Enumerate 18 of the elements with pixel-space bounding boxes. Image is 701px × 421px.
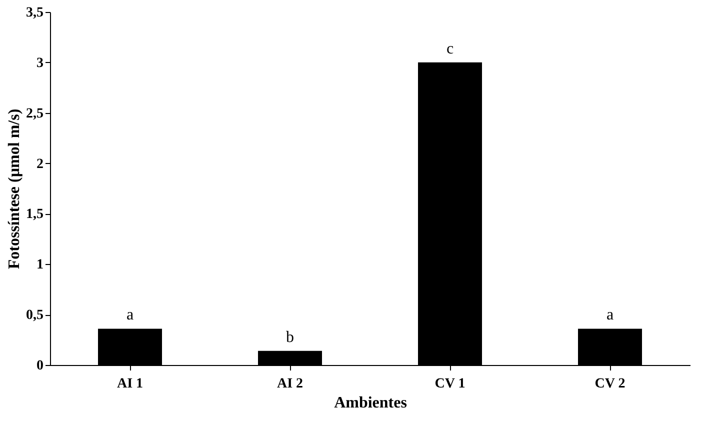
annotation: c [446,40,454,58]
y-tick-label: 2,5 [26,106,44,122]
y-tick-label: 3,5 [26,6,44,20]
x-tick-label: AI 2 [276,376,304,392]
annotation: b [286,328,294,346]
annotation: a [606,306,614,324]
annotation: a [126,306,134,324]
y-axis-title: Fotossíntese (µmol m/s) [6,108,23,270]
y-tick-label: 0 [36,358,44,374]
y-tick-label: 1,5 [26,207,44,222]
y-tick-label: 3 [36,56,44,71]
y-tick-label: 1 [36,258,44,273]
x-tick-label: CV 2 [594,376,626,392]
x-tick-label: CV 1 [434,376,466,392]
y-tick-label: 0,5 [26,308,44,324]
x-tick-label: AI 1 [116,376,144,392]
y-tick-label: 2 [36,156,44,172]
x-axis-title: Ambientes [334,394,407,412]
